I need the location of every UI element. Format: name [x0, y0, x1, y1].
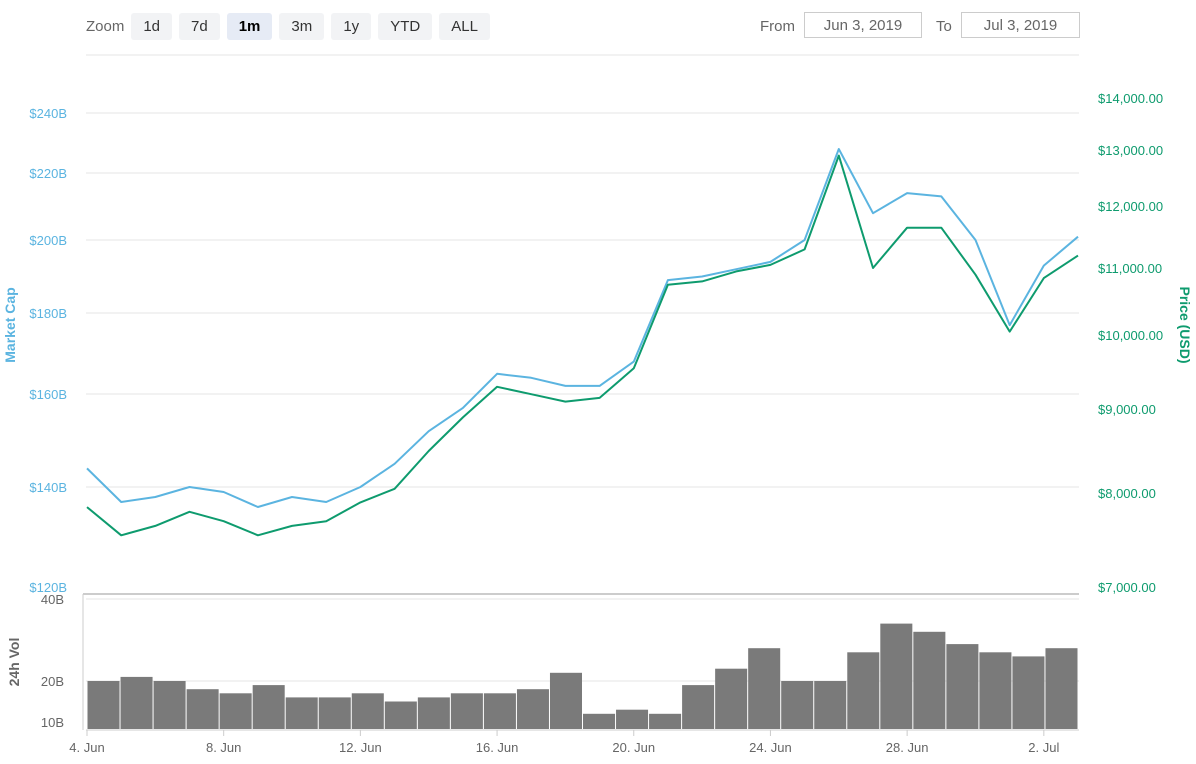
volume-bar	[450, 693, 483, 729]
zoom-7d-button[interactable]: 7d	[179, 12, 220, 40]
volume-bar	[814, 681, 847, 729]
right-axis-ticks: $7,000.00 $8,000.00 $9,000.00 $10,000.00 $11…	[1098, 91, 1163, 595]
x-tick-label: 28. Jun	[886, 740, 929, 755]
left-axis-title: Market Cap	[2, 287, 18, 362]
volume-bars	[87, 623, 1078, 729]
right-tick-label: $11,000.00	[1098, 261, 1162, 276]
right-tick-label: $7,000.00	[1098, 580, 1156, 595]
zoom-ytd-button[interactable]: YTD	[378, 12, 433, 40]
series-lines	[86, 148, 1079, 537]
left-tick-label: $220B	[29, 166, 67, 181]
volume-bar	[516, 689, 549, 729]
volume-bar	[351, 693, 384, 729]
market-cap-line	[86, 148, 1079, 508]
volume-bar	[880, 623, 913, 729]
zoom-1d-button[interactable]: 1d	[131, 12, 173, 40]
volume-bar	[219, 693, 252, 729]
volume-bar	[120, 676, 153, 729]
volume-bar	[417, 697, 450, 729]
volume-bar	[715, 668, 748, 729]
main-gridlines	[86, 112, 1079, 488]
volume-bar	[285, 697, 318, 729]
price-line	[86, 154, 1079, 537]
volume-tick-label: 20B	[41, 674, 64, 689]
zoom-1m-button[interactable]: 1m	[226, 12, 273, 40]
zoom-3m-button[interactable]: 3m	[279, 12, 325, 40]
x-tick-label: 2. Jul	[1028, 740, 1059, 755]
volume-bar	[153, 681, 186, 729]
volume-tick-label: 40B	[41, 592, 64, 607]
volume-bar	[649, 713, 682, 729]
volume-bar	[946, 644, 979, 729]
volume-bar	[979, 652, 1012, 729]
x-tick-label: 4. Jun	[69, 740, 104, 755]
volume-bar	[87, 681, 120, 729]
volume-axis-ticks: 10B 20B 40B	[41, 592, 64, 730]
volume-bar	[781, 681, 814, 729]
left-tick-label: $140B	[29, 480, 67, 495]
volume-bar	[483, 693, 516, 729]
left-axis-ticks: $120B $140B $160B $180B $200B $220B $240B	[29, 106, 67, 595]
left-tick-label: $200B	[29, 233, 67, 248]
volume-bar	[186, 689, 219, 729]
to-label: To	[936, 17, 952, 35]
to-date-input[interactable]: Jul 3, 2019	[961, 12, 1080, 38]
left-tick-label: $120B	[29, 580, 67, 595]
volume-bar	[549, 672, 582, 729]
right-tick-label: $14,000.00	[1098, 91, 1163, 106]
right-axis-title: Price (USD)	[1177, 286, 1193, 363]
volume-axis-title: 24h Vol	[6, 638, 22, 687]
volume-bar	[318, 697, 351, 729]
left-tick-label: $160B	[29, 387, 67, 402]
zoom-toolbar: Zoom 1d 7d 1m 3m 1y YTD ALL	[86, 12, 490, 40]
volume-bar	[913, 631, 946, 729]
volume-bar	[1045, 648, 1078, 729]
right-tick-label: $13,000.00	[1098, 143, 1163, 158]
volume-bar	[682, 685, 715, 729]
left-tick-label: $240B	[29, 106, 67, 121]
x-tick-label: 8. Jun	[206, 740, 241, 755]
right-tick-label: $10,000.00	[1098, 328, 1163, 343]
volume-bar	[384, 701, 417, 729]
from-date-input[interactable]: Jun 3, 2019	[804, 12, 922, 38]
zoom-label: Zoom	[86, 17, 125, 35]
volume-tick-label: 10B	[41, 715, 64, 730]
x-axis-ticks: 4. Jun 8. Jun 12. Jun 16. Jun 20. Jun 24. Jun…	[69, 730, 1059, 755]
volume-bar	[616, 709, 649, 729]
x-tick-label: 24. Jun	[749, 740, 792, 755]
right-tick-label: $12,000.00	[1098, 199, 1163, 214]
x-tick-label: 20. Jun	[612, 740, 655, 755]
volume-bar	[748, 648, 781, 729]
x-tick-label: 16. Jun	[476, 740, 519, 755]
x-tick-label: 12. Jun	[339, 740, 382, 755]
zoom-1y-button[interactable]: 1y	[331, 12, 372, 40]
right-tick-label: $9,000.00	[1098, 402, 1156, 417]
right-tick-label: $8,000.00	[1098, 486, 1156, 501]
left-tick-label: $180B	[29, 306, 67, 321]
zoom-all-button[interactable]: ALL	[439, 12, 490, 40]
volume-bar	[847, 652, 880, 729]
volume-bar	[252, 685, 285, 729]
volume-bar	[1012, 656, 1045, 729]
from-label: From	[760, 17, 795, 35]
volume-bar	[583, 713, 616, 729]
